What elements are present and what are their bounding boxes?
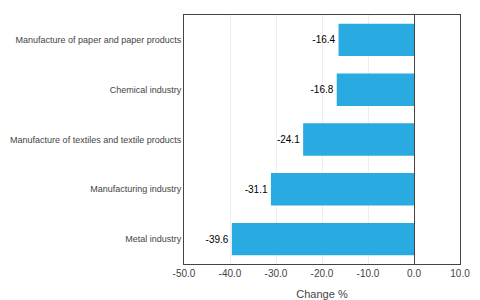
svg-text:-10.0: -10.0 bbox=[357, 268, 380, 279]
svg-text:-50.0: -50.0 bbox=[173, 268, 196, 279]
svg-text:Manufacture of textiles and te: Manufacture of textiles and textile prod… bbox=[10, 135, 182, 145]
svg-text:-39.6: -39.6 bbox=[206, 234, 229, 245]
svg-text:-24.1: -24.1 bbox=[277, 134, 300, 145]
svg-text:0.0: 0.0 bbox=[407, 268, 421, 279]
svg-text:-30.0: -30.0 bbox=[265, 268, 288, 279]
svg-text:Chemical industry: Chemical industry bbox=[110, 85, 182, 95]
svg-text:Manufacturing industry: Manufacturing industry bbox=[90, 184, 182, 194]
svg-text:-16.8: -16.8 bbox=[310, 84, 333, 95]
svg-text:-40.0: -40.0 bbox=[219, 268, 242, 279]
svg-text:-20.0: -20.0 bbox=[311, 268, 334, 279]
svg-text:Manufacture of paper and paper: Manufacture of paper and paper products bbox=[16, 35, 182, 45]
svg-text:-31.1: -31.1 bbox=[245, 184, 268, 195]
svg-text:Metal industry: Metal industry bbox=[125, 234, 182, 244]
svg-text:10.0: 10.0 bbox=[450, 268, 470, 279]
svg-text:Change %: Change % bbox=[296, 288, 348, 300]
svg-text:-16.4: -16.4 bbox=[312, 34, 335, 45]
